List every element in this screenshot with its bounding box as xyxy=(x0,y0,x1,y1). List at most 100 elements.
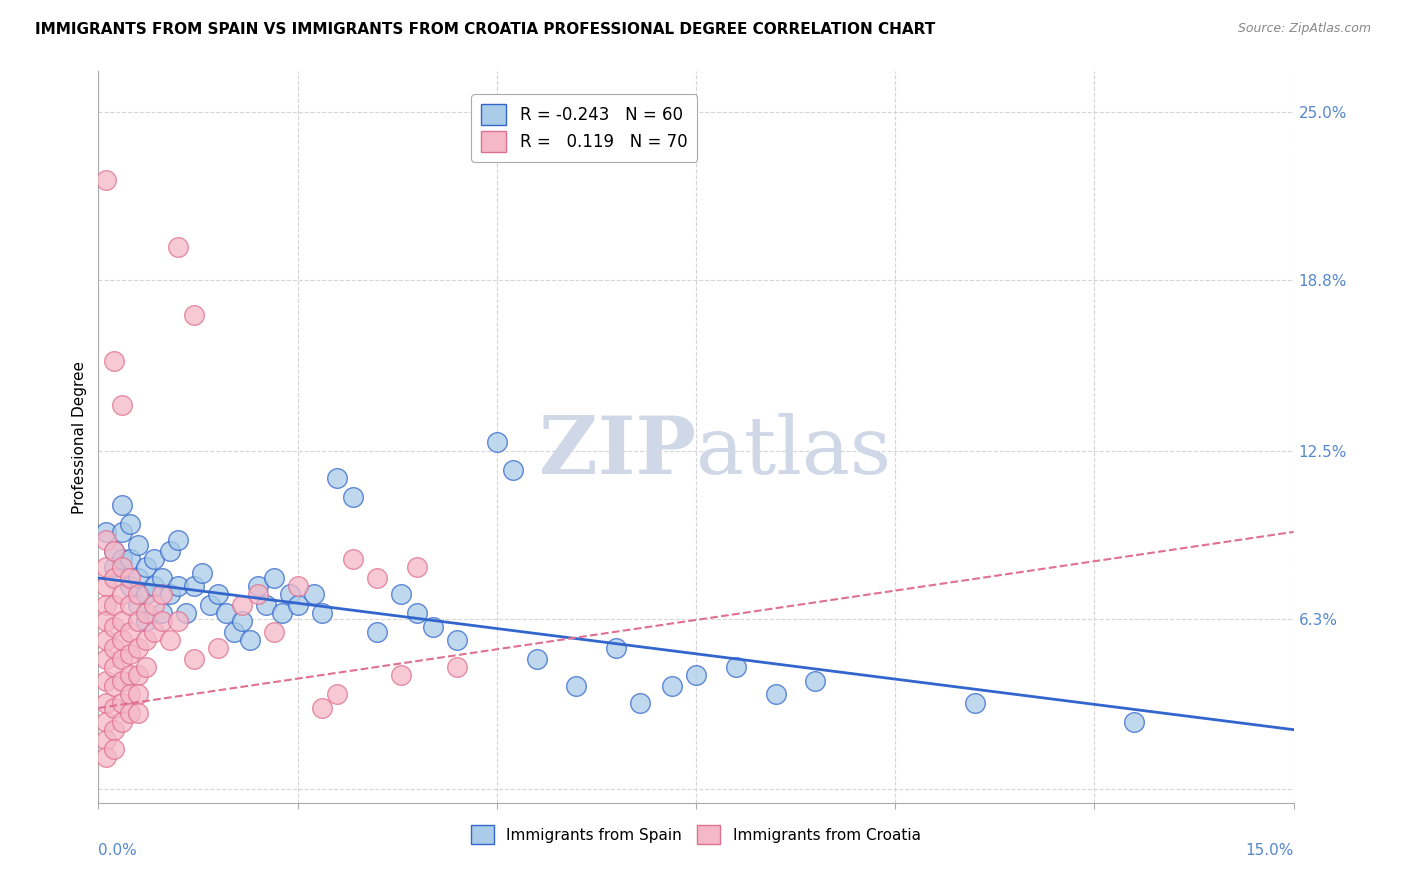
Point xyxy=(502,462,524,476)
Point xyxy=(222,625,245,640)
Point xyxy=(135,606,157,620)
Point xyxy=(605,641,627,656)
Point xyxy=(446,633,468,648)
Point xyxy=(111,552,134,566)
Point xyxy=(111,560,134,574)
Point xyxy=(120,598,142,612)
Point xyxy=(120,516,142,531)
Point xyxy=(406,606,429,620)
Point xyxy=(159,544,181,558)
Text: 0.0%: 0.0% xyxy=(98,843,138,858)
Point xyxy=(342,552,364,566)
Text: 15.0%: 15.0% xyxy=(1246,843,1294,858)
Point xyxy=(96,172,118,186)
Point xyxy=(96,615,118,629)
Point xyxy=(120,579,142,593)
Point xyxy=(127,615,149,629)
Point xyxy=(111,696,134,710)
Point xyxy=(174,606,197,620)
Point xyxy=(103,679,125,693)
Point xyxy=(103,571,125,585)
Point xyxy=(103,354,125,368)
Point xyxy=(231,615,253,629)
Point xyxy=(326,688,349,702)
Point xyxy=(207,587,229,601)
Point xyxy=(120,706,142,721)
Point xyxy=(239,633,262,648)
Point xyxy=(191,566,214,580)
Point xyxy=(150,615,173,629)
Point xyxy=(628,696,651,710)
Point xyxy=(661,679,683,693)
Point xyxy=(183,652,205,666)
Point xyxy=(167,615,190,629)
Point xyxy=(389,587,412,601)
Point xyxy=(278,587,301,601)
Point xyxy=(103,660,125,674)
Point xyxy=(526,652,548,666)
Point xyxy=(96,714,118,729)
Point xyxy=(127,706,149,721)
Point xyxy=(246,587,269,601)
Point xyxy=(150,571,173,585)
Point xyxy=(111,587,134,601)
Point xyxy=(96,633,118,648)
Point xyxy=(143,598,166,612)
Point xyxy=(342,490,364,504)
Point xyxy=(1123,714,1146,729)
Point xyxy=(159,633,181,648)
Point xyxy=(103,701,125,715)
Point xyxy=(111,652,134,666)
Point xyxy=(287,598,309,612)
Point xyxy=(127,538,149,552)
Point xyxy=(167,533,190,547)
Point xyxy=(485,435,508,450)
Point xyxy=(167,240,190,254)
Point xyxy=(143,552,166,566)
Point xyxy=(135,633,157,648)
Point xyxy=(103,544,125,558)
Point xyxy=(565,679,588,693)
Point xyxy=(159,587,181,601)
Point xyxy=(111,524,134,539)
Point xyxy=(150,587,173,601)
Point xyxy=(246,579,269,593)
Point xyxy=(96,749,118,764)
Point xyxy=(215,606,238,620)
Point xyxy=(135,615,157,629)
Point xyxy=(446,660,468,674)
Point xyxy=(96,579,118,593)
Point xyxy=(111,398,134,412)
Point xyxy=(96,524,118,539)
Point xyxy=(422,620,444,634)
Point xyxy=(103,620,125,634)
Point xyxy=(111,498,134,512)
Point xyxy=(127,668,149,682)
Point xyxy=(96,673,118,688)
Point xyxy=(96,696,118,710)
Point xyxy=(287,579,309,593)
Point xyxy=(135,660,157,674)
Point xyxy=(103,741,125,756)
Point xyxy=(127,598,149,612)
Point xyxy=(127,571,149,585)
Legend: Immigrants from Spain, Immigrants from Croatia: Immigrants from Spain, Immigrants from C… xyxy=(465,819,927,850)
Point xyxy=(120,688,142,702)
Point xyxy=(143,579,166,593)
Point xyxy=(311,701,333,715)
Point xyxy=(103,544,125,558)
Point xyxy=(111,615,134,629)
Point xyxy=(685,668,707,682)
Point xyxy=(198,598,221,612)
Point xyxy=(263,625,285,640)
Point xyxy=(270,606,292,620)
Point xyxy=(366,571,388,585)
Point xyxy=(765,688,787,702)
Point xyxy=(326,471,349,485)
Point xyxy=(804,673,827,688)
Text: ZIP: ZIP xyxy=(538,413,696,491)
Text: atlas: atlas xyxy=(696,413,891,491)
Point xyxy=(135,587,157,601)
Point xyxy=(183,579,205,593)
Point xyxy=(127,688,149,702)
